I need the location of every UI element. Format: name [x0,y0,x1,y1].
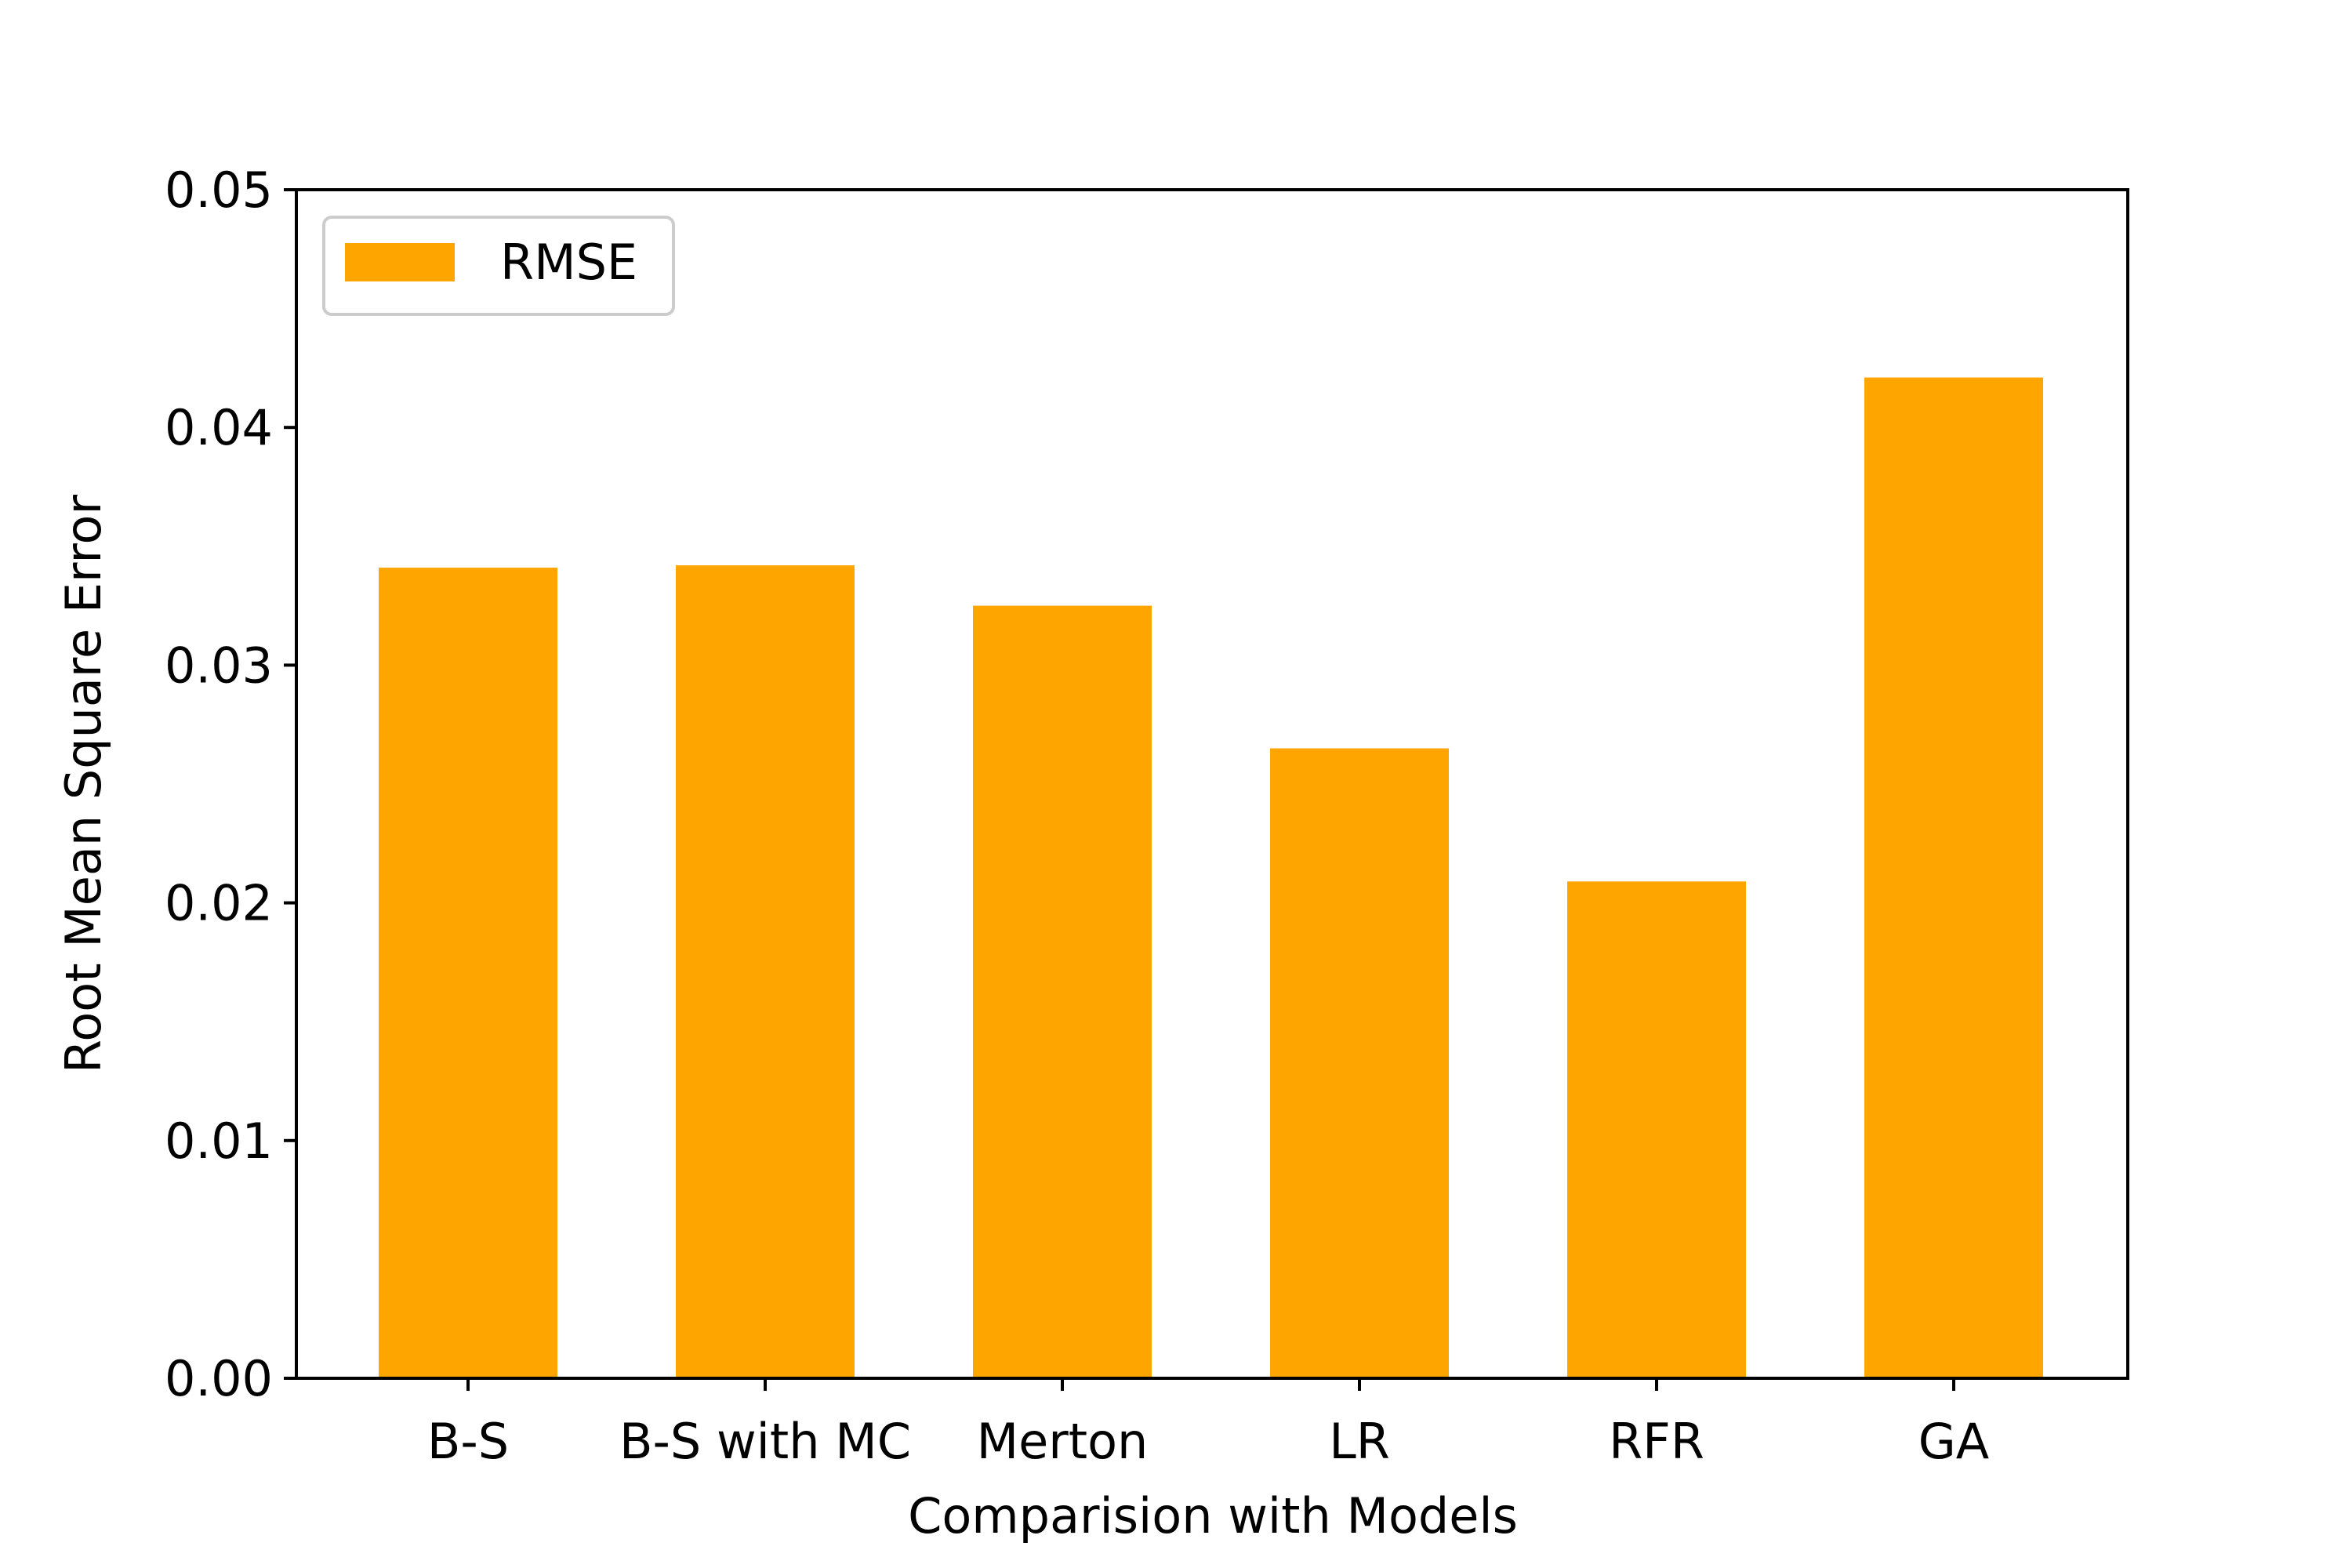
y-tick-label: 0.04 [165,399,273,456]
y-axis-label: Root Mean Square Error [55,495,112,1073]
bar-merton [973,605,1152,1378]
bar-rfr [1567,881,1746,1378]
legend-box [322,216,675,316]
y-tick-label: 0.01 [165,1112,273,1170]
bars-group [379,377,2043,1378]
y-tick-label: 0.00 [165,1350,273,1407]
bar-lr [1270,748,1449,1378]
y-tick-label: 0.05 [165,162,273,219]
x-axis-ticks: B-S B-S with MC Merton LR RFR GA [427,1378,1989,1470]
plot-frame [295,188,2129,1380]
legend-label-rmse: RMSE [500,234,637,291]
bar-b-s [379,568,557,1378]
x-tick-label: B-S [427,1413,509,1470]
legend-swatch-rmse [345,243,455,281]
x-tick-label: LR [1329,1413,1390,1470]
x-axis-label: Comparision with Models [908,1487,1518,1544]
x-tick-label: RFR [1609,1413,1704,1470]
x-tick-label: Merton [977,1413,1149,1470]
y-tick-label: 0.02 [165,875,273,932]
y-tick-label: 0.03 [165,637,273,694]
y-axis-ticks: 0.00 0.01 0.02 0.03 0.04 0.05 [165,162,296,1407]
x-tick-label: GA [1918,1413,1989,1470]
legend: RMSE [322,216,675,316]
bar-ga [1864,377,2043,1378]
bar-b-s-with-mc [676,565,855,1378]
x-tick-label: B-S with MC [619,1413,911,1470]
